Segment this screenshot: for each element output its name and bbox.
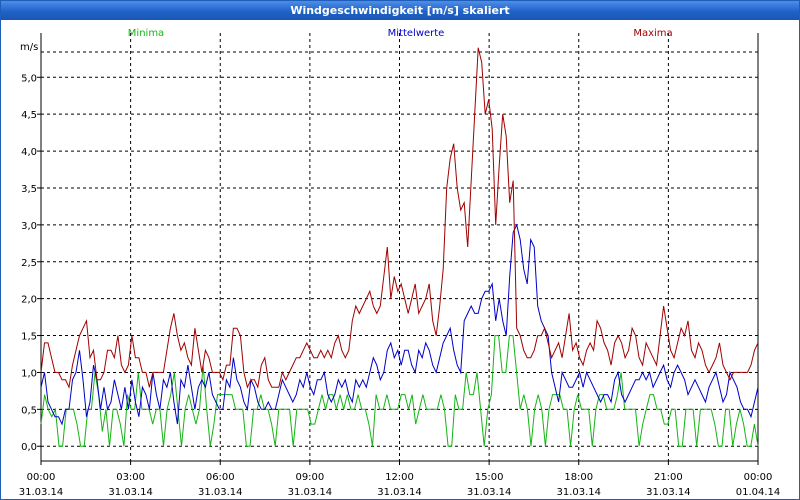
x-tick-date-label: 31.03.14: [288, 487, 333, 498]
y-tick-label: 0,5: [21, 405, 37, 416]
x-tick-time-label: 03:00: [116, 472, 145, 483]
x-tick-date-label: 31.03.14: [19, 487, 64, 498]
x-tick-time-label: 21:00: [654, 472, 683, 483]
y-tick-label: 5,0: [21, 73, 37, 84]
x-tick-time-label: 12:00: [385, 472, 414, 483]
series-lines: [40, 47, 759, 447]
tick-labels: 0,0 0,5 1,0 1,5 2,0 2,5 3,0 3,5 4,0 4,5 5,0 00:00 31…: [19, 28, 781, 498]
x-tick-date-label: 31.03.14: [377, 487, 422, 498]
x-tick-time-label: 18:00: [564, 472, 593, 483]
legend-label-mittelwerte: Mittelwerte: [388, 28, 445, 39]
x-tick-time-label: 00:00: [744, 472, 773, 483]
window-title: Windgeschwindigkeit [m/s] skaliert: [1, 1, 799, 20]
y-axis-label: m/s: [20, 42, 38, 53]
y-tick-label: 1,0: [21, 368, 37, 379]
y-tick-label: 2,0: [21, 295, 37, 306]
gridlines: [41, 33, 758, 461]
x-tick-time-label: 00:00: [27, 472, 56, 483]
y-tick-label: 4,5: [21, 110, 37, 121]
x-tick-date-label: 01.04.14: [736, 487, 781, 498]
series-line-mittelwerte: [40, 223, 759, 426]
x-tick-time-label: 15:00: [475, 472, 504, 483]
x-tick-time-label: 09:00: [295, 472, 324, 483]
x-tick-date-label: 31.03.14: [556, 487, 601, 498]
y-tick-label: 4,0: [21, 147, 37, 158]
y-tick-label: 0,0: [21, 442, 37, 453]
legend-label-maxima: Maxima: [633, 28, 672, 39]
y-tick-label: 3,5: [21, 184, 37, 195]
y-tick-label: 1,5: [21, 332, 37, 343]
axes: [37, 33, 759, 465]
x-tick-time-label: 06:00: [206, 472, 235, 483]
series-line-minima: [40, 335, 759, 447]
x-tick-date-label: 31.03.14: [108, 487, 153, 498]
legend-label-minima: Minima: [128, 28, 164, 39]
x-tick-date-label: 31.03.14: [198, 487, 243, 498]
x-tick-date-label: 31.03.14: [467, 487, 512, 498]
y-tick-label: 2,5: [21, 258, 37, 269]
x-tick-date-label: 31.03.14: [646, 487, 691, 498]
y-tick-label: 3,0: [21, 221, 37, 232]
series-line-maxima: [40, 47, 759, 389]
